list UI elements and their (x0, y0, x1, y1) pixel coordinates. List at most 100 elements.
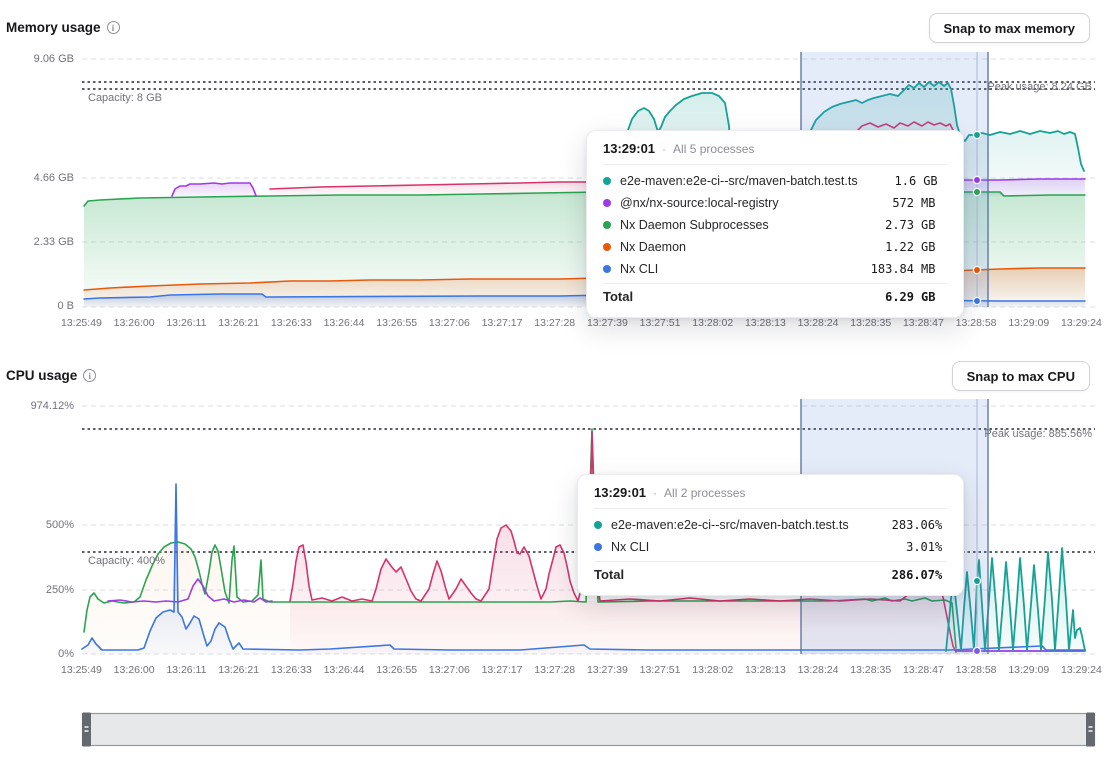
memory-tooltip-row: e2e-maven:e2e-ci--src/maven-batch.test.t… (603, 170, 947, 192)
snap-to-max-memory-button[interactable]: Snap to max memory (929, 13, 1091, 43)
cpu-y-tick: 500% (0, 519, 74, 531)
x-axis-tick: 13:26:33 (271, 317, 312, 329)
memory-tooltip-row: Nx CLI 183.84 MB (603, 258, 947, 280)
x-axis-tick: 13:26:55 (376, 317, 417, 329)
series-unit: GB (923, 174, 947, 188)
x-axis-tick: 13:26:11 (166, 664, 206, 676)
tooltip-separator: · (662, 142, 666, 156)
series-unit: GB (921, 218, 947, 232)
total-unit: GB (921, 290, 947, 304)
x-axis-tick: 13:26:11 (166, 317, 206, 329)
memory-tooltip-total: Total 6.29 GB (603, 283, 947, 309)
brush-track[interactable] (83, 714, 1095, 746)
cpu-tooltip-row: e2e-maven:e2e-ci--src/maven-batch.test.t… (594, 514, 947, 536)
x-axis-tick: 13:26:44 (324, 664, 365, 676)
x-axis-tick: 13:27:17 (482, 317, 523, 329)
series-value: 1.22 (850, 240, 914, 254)
memory-tooltip: 13:29:01 · All 5 processes e2e-maven:e2e… (586, 130, 964, 318)
series-name: Nx Daemon Subprocesses (620, 218, 850, 232)
series-name: e2e-maven:e2e-ci--src/maven-batch.test.t… (611, 518, 871, 532)
series-dot (603, 243, 611, 251)
memory-tooltip-row: @nx/nx-source:local-registry 572 MB (603, 192, 947, 214)
x-axis-tick: 13:28:35 (850, 317, 891, 329)
memory-peak-label: Peak usage: 8.24 GB (987, 81, 1092, 93)
x-axis-tick: 13:25:49 (61, 317, 102, 329)
total-value: 6.29 (850, 290, 914, 304)
tooltip-subtitle: All 5 processes (673, 142, 754, 156)
x-axis-tick: 13:28:13 (745, 317, 786, 329)
tooltip-subtitle: All 2 processes (664, 486, 745, 500)
x-axis-tick: 13:29:24 (1061, 664, 1102, 676)
memory-tooltip-header: 13:29:01 · All 5 processes (603, 141, 947, 165)
memory-registry-bump-area (172, 183, 256, 196)
x-axis-tick: 13:26:44 (324, 317, 365, 329)
memory-capacity-label: Capacity: 8 GB (88, 92, 162, 104)
x-axis-tick: 13:27:06 (429, 664, 470, 676)
series-name: Nx CLI (620, 262, 850, 276)
series-dot (603, 199, 611, 207)
series-name: @nx/nx-source:local-registry (620, 196, 850, 210)
memory-y-tick: 9.06 GB (0, 53, 74, 65)
x-axis-tick: 13:26:21 (218, 317, 259, 329)
cpu-tooltip-header: 13:29:01 · All 2 processes (594, 485, 947, 509)
x-axis-tick: 13:28:58 (956, 317, 997, 329)
series-value: 283.06 (871, 518, 935, 532)
memory-info-icon[interactable]: i (107, 21, 120, 34)
x-axis-tick: 13:28:13 (745, 664, 786, 676)
total-value: 286.07 (871, 568, 935, 582)
brush-handle-right[interactable] (1086, 713, 1095, 747)
x-axis-tick: 13:28:02 (692, 317, 733, 329)
series-dot (603, 177, 611, 185)
cpu-y-tick: 974.12% (0, 400, 74, 412)
memory-y-tick: 2.33 GB (0, 236, 74, 248)
cpu-tooltip-row: Nx CLI 3.01 % (594, 536, 947, 558)
x-axis-tick: 13:26:21 (218, 664, 259, 676)
x-axis-tick: 13:26:00 (114, 317, 155, 329)
cpu-tooltip-total: Total 286.07 % (594, 561, 947, 587)
x-axis-tick: 13:27:51 (640, 317, 681, 329)
total-label: Total (594, 567, 871, 582)
memory-section-title: Memory usage i (6, 20, 120, 35)
series-unit: GB (921, 240, 947, 254)
series-dot (594, 521, 602, 529)
series-dot (603, 221, 611, 229)
x-axis-tick: 13:28:24 (798, 317, 839, 329)
x-axis-tick: 13:27:28 (534, 317, 575, 329)
series-dot (603, 265, 611, 273)
total-unit: % (935, 568, 947, 582)
series-unit: MB (921, 262, 947, 276)
x-axis-tick: 13:27:28 (534, 664, 575, 676)
x-axis-tick: 13:27:39 (587, 317, 628, 329)
x-axis-tick: 13:25:49 (61, 664, 102, 676)
series-value: 3.01 (871, 540, 935, 554)
memory-tooltip-row: Nx Daemon 1.22 GB (603, 236, 947, 258)
series-name: Nx CLI (611, 540, 871, 554)
cpu-info-icon[interactable]: i (83, 369, 96, 382)
series-unit: % (935, 518, 947, 532)
profiler-page: Memory usage i Snap to max memory 9.06 G… (0, 0, 1118, 761)
series-name: Nx Daemon (620, 240, 850, 254)
x-axis-tick: 13:29:24 (1061, 317, 1102, 329)
memory-y-tick: 4.66 GB (0, 172, 74, 184)
series-value: 2.73 (850, 218, 914, 232)
tooltip-separator: · (653, 486, 657, 500)
charts-canvas (0, 0, 1118, 761)
x-axis-tick: 13:28:58 (956, 664, 997, 676)
x-axis-tick: 13:27:39 (587, 664, 628, 676)
cpu-section-title: CPU usage i (6, 368, 96, 383)
x-axis-tick: 13:27:51 (640, 664, 681, 676)
x-axis-tick: 13:28:47 (903, 317, 944, 329)
series-dot (594, 543, 602, 551)
cpu-peak-label: Peak usage: 885.56% (984, 428, 1092, 440)
x-axis-tick: 13:28:24 (798, 664, 839, 676)
series-value: 1.6 (858, 174, 917, 188)
series-value: 183.84 (850, 262, 914, 276)
x-axis-tick: 13:26:33 (271, 664, 312, 676)
x-axis-tick: 13:26:55 (376, 664, 417, 676)
total-label: Total (603, 289, 850, 304)
snap-to-max-cpu-button[interactable]: Snap to max CPU (952, 361, 1090, 391)
time-range-brush[interactable] (82, 713, 1095, 747)
brush-handle-left[interactable] (82, 713, 91, 747)
cpu-title-text: CPU usage (6, 368, 77, 383)
tooltip-time: 13:29:01 (594, 485, 646, 500)
